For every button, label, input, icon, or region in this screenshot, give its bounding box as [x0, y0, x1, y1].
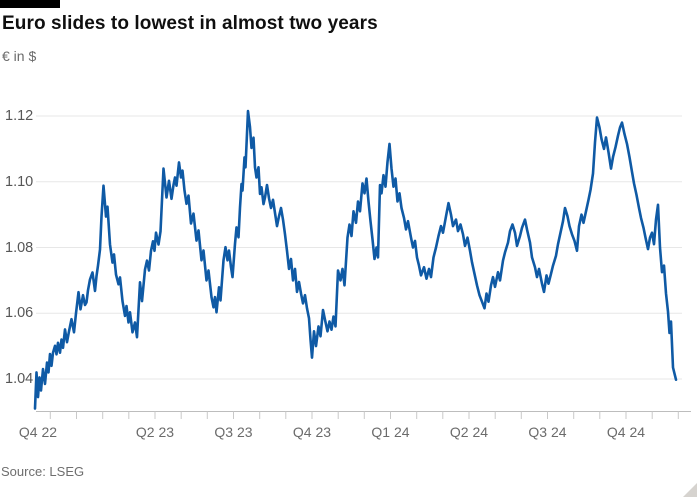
y-axis-tick-label: 1.06 [5, 305, 34, 322]
y-axis-tick-label: 1.04 [5, 371, 34, 387]
eurusd-series-line [33, 109, 678, 410]
ft-accent-bar [0, 0, 60, 8]
y-axis-tick-label: 1.12 [5, 108, 34, 124]
x-axis-tick-label: Q1 24 [371, 424, 410, 440]
x-axis-tick-label: Q4 23 [292, 424, 332, 440]
x-axis-tick-label: Q4 24 [606, 424, 646, 440]
x-axis-tick-label: Q3 24 [528, 424, 567, 440]
resize-handle-icon[interactable] [683, 483, 697, 497]
x-axis-tick-label: Q2 24 [449, 424, 489, 440]
x-axis-tick-label: Q4 22 [18, 424, 58, 440]
y-axis-tick-label: 1.10 [5, 173, 34, 190]
y-axis-tick-label: 1.08 [5, 239, 34, 256]
chart-subtitle: € in $ [2, 48, 37, 64]
x-axis-tick-label: Q3 23 [214, 424, 253, 440]
source-note: Source: LSEG [1, 464, 85, 479]
x-axis-tick-label: Q2 23 [135, 424, 175, 440]
chart-title: Euro slides to lowest in almost two year… [2, 13, 378, 34]
